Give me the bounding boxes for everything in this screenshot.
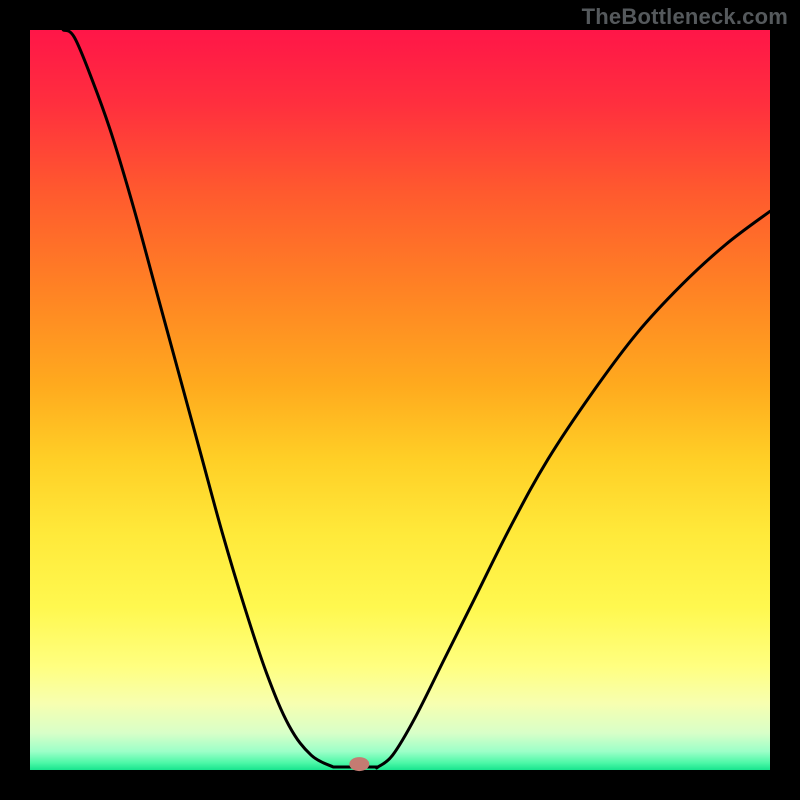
bottleneck-chart <box>0 0 800 800</box>
plot-background <box>30 30 770 770</box>
chart-container: TheBottleneck.com <box>0 0 800 800</box>
minimum-marker <box>349 757 369 771</box>
watermark-text: TheBottleneck.com <box>582 4 788 30</box>
